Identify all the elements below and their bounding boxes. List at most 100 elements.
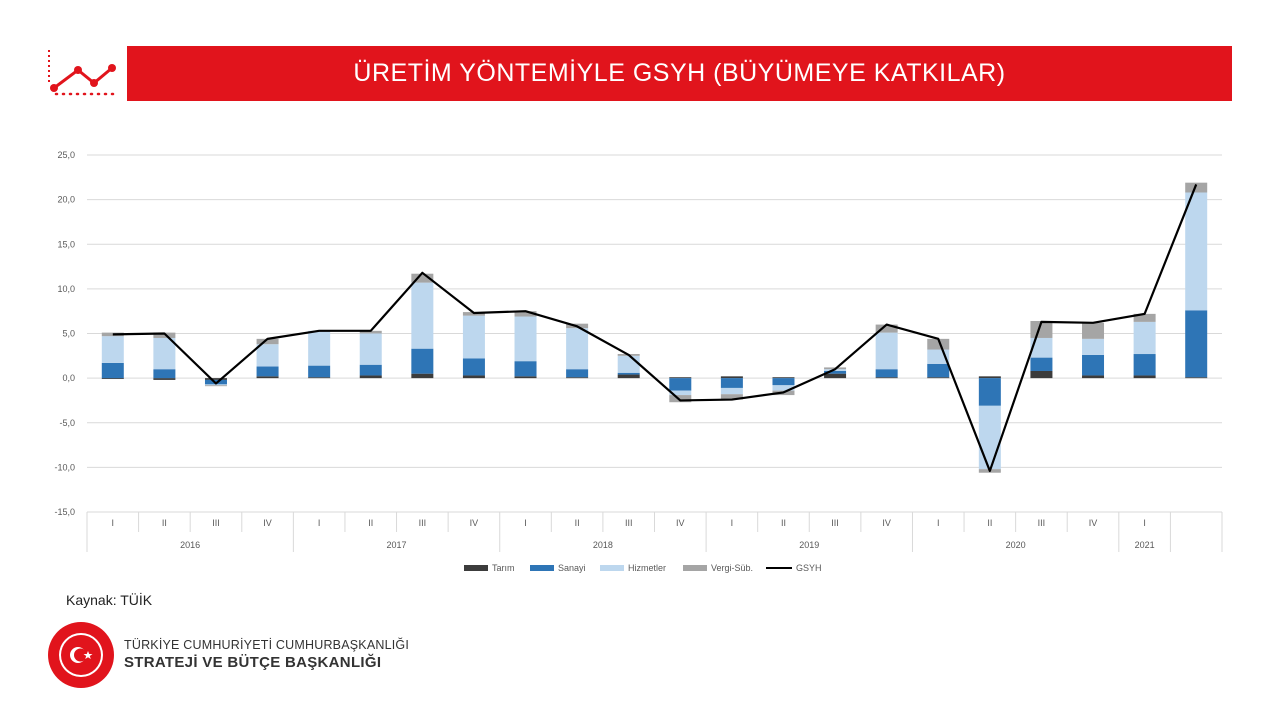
bar-sanayi xyxy=(927,363,950,378)
bar-tarım xyxy=(978,376,1001,379)
bar-hizmetler xyxy=(720,387,743,395)
legend-label: GSYH xyxy=(796,563,822,573)
y-tick-label: -5,0 xyxy=(59,418,75,428)
x-tick-label: III xyxy=(1038,518,1046,528)
bar-sanayi xyxy=(875,369,898,378)
bar-sanayi xyxy=(256,366,279,377)
bar-sanayi xyxy=(462,358,485,376)
bar-vergi-süb- xyxy=(101,332,124,337)
x-tick-label: I xyxy=(1143,518,1146,528)
x-tick-label: II xyxy=(368,518,373,528)
bar-sanayi xyxy=(308,365,331,378)
y-tick-label: -15,0 xyxy=(54,507,75,517)
bar-sanayi xyxy=(824,370,847,374)
bar-vergi-süb- xyxy=(1030,321,1053,338)
bar-tarım xyxy=(875,377,898,379)
year-label: 2020 xyxy=(1006,540,1026,550)
bar-hizmetler xyxy=(1133,321,1156,355)
bar-sanayi xyxy=(514,361,537,377)
x-tick-label: I xyxy=(318,518,321,528)
bar-vergi-süb- xyxy=(411,273,434,283)
bar-vergi-süb- xyxy=(256,338,279,345)
bar-hizmetler xyxy=(1082,338,1105,355)
bar-sanayi xyxy=(1030,357,1053,371)
bar-tarım xyxy=(720,376,743,379)
bar-hizmetler xyxy=(359,333,382,365)
bar-vergi-süb- xyxy=(204,385,227,387)
x-tick-label: I xyxy=(524,518,527,528)
bar-tarım xyxy=(669,377,692,379)
bar-tarım xyxy=(1185,377,1208,379)
legend-swatch xyxy=(683,565,707,571)
bar-tarım xyxy=(462,375,485,379)
bar-sanayi xyxy=(566,369,589,378)
bar-vergi-süb- xyxy=(875,324,898,333)
bar-tarım xyxy=(204,378,227,380)
x-tick-label: II xyxy=(987,518,992,528)
year-label: 2016 xyxy=(180,540,200,550)
bar-vergi-süb- xyxy=(1133,313,1156,322)
bar-tarım xyxy=(308,377,331,379)
x-tick-label: II xyxy=(781,518,786,528)
bar-tarım xyxy=(824,373,847,379)
institution-seal-icon xyxy=(48,622,114,688)
x-tick-label: III xyxy=(212,518,220,528)
legend-swatch xyxy=(530,565,554,571)
bar-tarım xyxy=(566,377,589,379)
y-tick-label: 25,0 xyxy=(57,150,75,160)
bar-tarım xyxy=(772,377,795,379)
bar-hizmetler xyxy=(514,316,537,362)
x-tick-label: I xyxy=(937,518,940,528)
bar-sanayi xyxy=(772,378,795,386)
legend-label: Hizmetler xyxy=(628,563,666,573)
x-tick-label: I xyxy=(731,518,734,528)
source-note: Kaynak: TÜİK xyxy=(66,592,153,608)
bar-hizmetler xyxy=(1030,337,1053,358)
year-label: 2017 xyxy=(387,540,407,550)
x-tick-label: IV xyxy=(470,518,479,528)
trend-line-icon xyxy=(48,50,116,96)
bar-hizmetler xyxy=(308,330,331,366)
bar-hizmetler xyxy=(617,355,640,373)
bar-vergi-süb- xyxy=(720,394,743,400)
bar-tarım xyxy=(153,378,176,380)
y-tick-label: 20,0 xyxy=(57,195,75,205)
bar-hizmetler xyxy=(875,332,898,370)
x-tick-label: IV xyxy=(882,518,891,528)
bar-vergi-süb- xyxy=(153,332,176,338)
y-tick-label: 5,0 xyxy=(62,329,75,339)
legend-label: Tarım xyxy=(492,563,515,573)
y-tick-label: 15,0 xyxy=(57,239,75,249)
x-tick-label: IV xyxy=(676,518,685,528)
bar-hizmetler xyxy=(978,405,1001,470)
legend-label: Sanayi xyxy=(558,563,586,573)
bar-hizmetler xyxy=(566,328,589,370)
year-label: 2019 xyxy=(799,540,819,550)
gsyh-line xyxy=(112,184,1198,473)
x-tick-label: III xyxy=(831,518,839,528)
x-tick-label: II xyxy=(575,518,580,528)
bar-vergi-süb- xyxy=(927,338,950,350)
bar-hizmetler xyxy=(411,282,434,349)
legend-swatch xyxy=(600,565,624,571)
bar-tarım xyxy=(514,376,537,379)
bar-sanayi xyxy=(720,378,743,388)
bar-tarım xyxy=(411,373,434,379)
x-tick-label: IV xyxy=(1089,518,1098,528)
bar-hizmetler xyxy=(256,344,279,367)
page-title: ÜRETİM YÖNTEMİYLE GSYH (BÜYÜMEYE KATKILA… xyxy=(353,59,1006,87)
bar-vergi-süb- xyxy=(514,311,537,317)
title-banner: ÜRETİM YÖNTEMİYLE GSYH (BÜYÜMEYE KATKILA… xyxy=(127,46,1232,101)
x-tick-label: II xyxy=(162,518,167,528)
year-label: 2018 xyxy=(593,540,613,550)
bar-vergi-süb- xyxy=(669,395,692,403)
bar-tarım xyxy=(1082,375,1105,379)
bar-tarım xyxy=(927,377,950,379)
growth-contribution-chart: -15,0-10,0-5,00,05,010,015,020,025,0I II I… xyxy=(54,150,1223,573)
bar-sanayi xyxy=(1082,354,1105,376)
organization-line-2: STRATEJİ VE BÜTÇE BAŞKANLIĞI xyxy=(124,654,382,671)
legend-swatch xyxy=(464,565,488,571)
bar-sanayi xyxy=(617,372,640,375)
bar-hizmetler xyxy=(772,385,795,391)
bar-sanayi xyxy=(411,348,434,374)
